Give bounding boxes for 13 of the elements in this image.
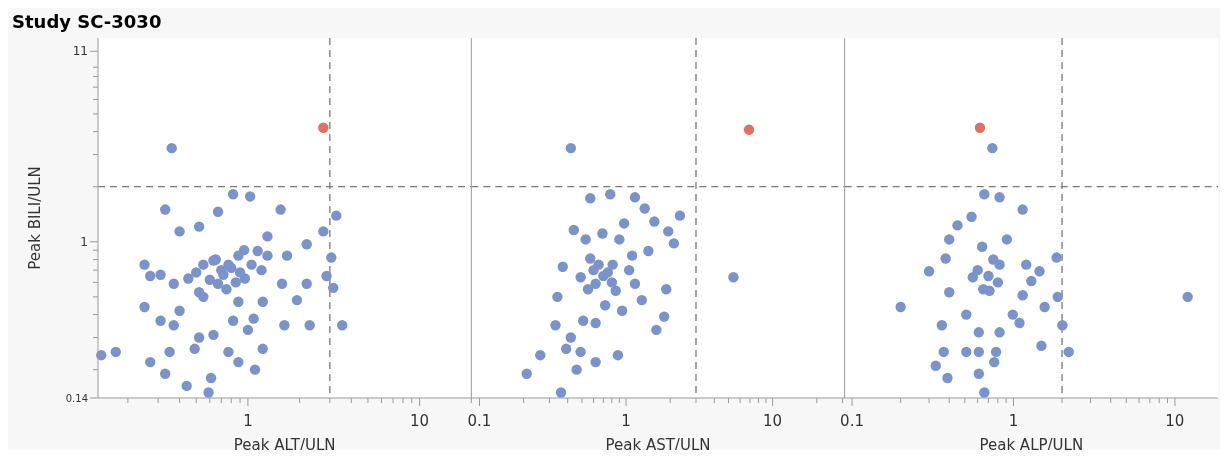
x-tick-label: 1 [1008, 412, 1019, 430]
x-tick-label: 10 [410, 412, 430, 430]
x-tick-label: 10 [1165, 412, 1185, 430]
chart-title: Study SC-3030 [12, 11, 162, 32]
y-axis-title: Peak BILI/ULN [26, 166, 44, 270]
x-tick-label: 10 [763, 412, 783, 430]
x-tick-label: 0.1 [467, 412, 492, 430]
x-tick-label: 0.1 [840, 412, 864, 430]
x-tick-label: 1 [243, 412, 253, 430]
y-tick-label: 0.14 [65, 393, 88, 404]
x-tick-label: 1 [621, 412, 631, 430]
y-tick-label: 1 [80, 234, 88, 249]
y-tick-label: 11 [72, 44, 88, 59]
